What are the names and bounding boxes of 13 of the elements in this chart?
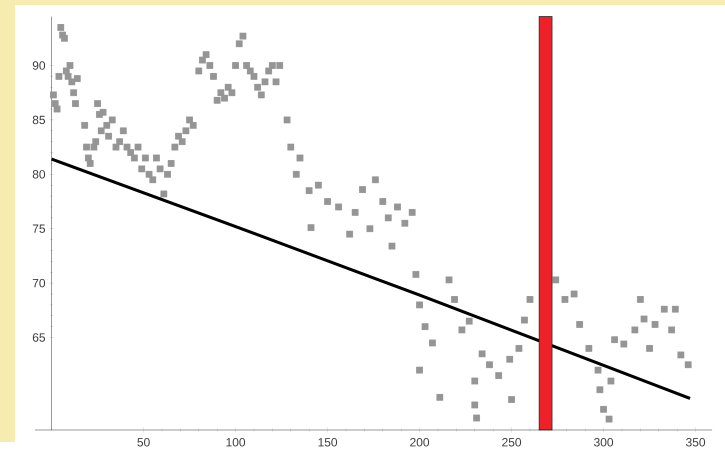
x-tick-label: 100 xyxy=(226,438,246,447)
x-tick-label: 300 xyxy=(594,438,614,447)
x-tick-label: 50 xyxy=(137,438,150,447)
y-tick-label: 90 xyxy=(32,61,46,70)
x-tick-label: 250 xyxy=(502,438,522,447)
y-tick-label: 65 xyxy=(32,333,46,342)
y-tick-label: 75 xyxy=(32,224,46,233)
x-tick-label: 350 xyxy=(686,438,706,447)
y-tick-label: 80 xyxy=(32,170,46,179)
y-tick-label: 85 xyxy=(32,116,46,124)
x-tick-label: 150 xyxy=(318,438,338,447)
x-tick-label: 200 xyxy=(410,438,430,447)
y-tick-label: 70 xyxy=(32,278,46,288)
